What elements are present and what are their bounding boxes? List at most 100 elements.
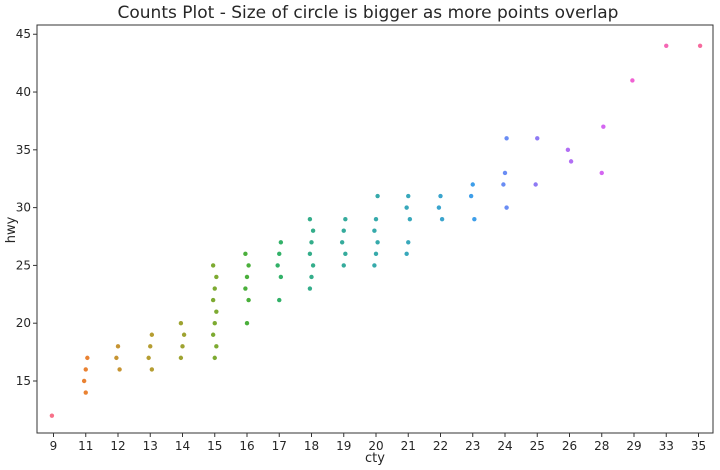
data-point (149, 332, 155, 337)
data-point (375, 193, 380, 199)
data-point (243, 251, 248, 257)
y-tick-label: 35 (16, 143, 31, 157)
chart-title: Counts Plot - Size of circle is bigger a… (118, 3, 619, 23)
data-point (307, 216, 313, 222)
data-point (568, 159, 574, 164)
x-tick-label: 16 (239, 439, 254, 453)
points-layer (49, 43, 703, 418)
data-point (501, 182, 506, 187)
data-point (246, 297, 251, 303)
data-point (210, 297, 216, 303)
data-point (470, 182, 475, 187)
data-point (148, 344, 153, 349)
data-point (565, 147, 571, 153)
data-point (181, 332, 187, 337)
data-point (630, 78, 635, 83)
x-tick-label: 29 (626, 439, 641, 453)
data-point (502, 170, 508, 176)
data-point (373, 251, 379, 257)
x-tick-label: 33 (659, 439, 674, 453)
data-point (307, 286, 313, 291)
x-tick-label: 12 (110, 439, 125, 453)
x-tick-label: 35 (691, 439, 706, 453)
x-tick-label: 14 (175, 439, 190, 453)
data-point (210, 263, 216, 268)
y-tick-label: 30 (16, 201, 31, 215)
data-point (504, 136, 509, 141)
data-point (599, 170, 604, 176)
data-point (49, 413, 55, 418)
data-point (339, 240, 345, 245)
data-point (438, 193, 443, 199)
x-tick-label: 18 (304, 439, 319, 453)
data-point (212, 355, 217, 361)
x-tick-label: 25 (530, 439, 545, 453)
y-tick-label: 15 (16, 374, 31, 388)
data-point (341, 228, 346, 233)
data-point (310, 228, 316, 233)
y-tick-label: 25 (16, 258, 31, 272)
x-tick-label: 28 (594, 439, 609, 453)
data-point (343, 251, 348, 257)
data-point (180, 344, 185, 349)
x-tick-label: 19 (336, 439, 351, 453)
data-point (404, 251, 409, 257)
data-point (83, 367, 88, 372)
data-point (81, 378, 87, 384)
data-point (115, 344, 121, 349)
data-point (407, 216, 413, 222)
data-point (406, 193, 411, 199)
data-point (212, 320, 217, 326)
data-point (372, 228, 377, 233)
x-tick-label: 21 (401, 439, 416, 453)
data-point (309, 240, 314, 245)
data-point (343, 216, 348, 222)
data-point (149, 367, 155, 372)
data-point (243, 286, 248, 291)
data-point (275, 263, 280, 268)
data-point (214, 309, 219, 314)
data-point (214, 344, 219, 349)
y-tick-label: 45 (16, 27, 31, 41)
data-point (375, 240, 380, 245)
data-point (310, 263, 316, 268)
y-tick-label: 20 (16, 316, 31, 330)
data-point (372, 263, 377, 268)
data-point (178, 320, 184, 326)
data-point (85, 355, 90, 361)
data-point (178, 355, 184, 361)
data-point (307, 251, 313, 257)
data-point (117, 367, 122, 372)
data-point (697, 43, 703, 49)
data-point (468, 193, 474, 199)
data-point (404, 205, 409, 210)
y-axis-label: hwy (4, 216, 19, 243)
y-tick-label: 40 (16, 85, 31, 99)
x-axis-ticks: 9 11 12 13 14 15 16 17 18 19 20 21 22 23 24 25 26 28 29 33 3… (50, 433, 706, 453)
data-point (278, 240, 284, 245)
x-tick-label: 23 (465, 439, 480, 453)
data-point (277, 297, 282, 303)
x-tick-label: 9 (50, 439, 58, 453)
data-point (533, 182, 538, 187)
data-point (244, 274, 250, 280)
data-point (83, 390, 88, 395)
x-tick-label: 15 (207, 439, 222, 453)
data-point (278, 274, 284, 280)
x-tick-label: 17 (272, 439, 287, 453)
data-point (439, 216, 445, 222)
data-point (535, 136, 540, 141)
data-point (601, 124, 606, 129)
data-point (212, 286, 217, 291)
data-point (664, 43, 669, 49)
data-point (246, 263, 251, 268)
data-point (210, 332, 216, 337)
data-point (504, 205, 509, 210)
x-axis-label: cty (365, 451, 385, 466)
y-axis-ticks: 15 20 25 30 35 40 45 (16, 27, 37, 388)
data-point (436, 205, 442, 210)
x-tick-label: 13 (143, 439, 158, 453)
data-point (114, 355, 119, 361)
data-point (244, 320, 250, 326)
